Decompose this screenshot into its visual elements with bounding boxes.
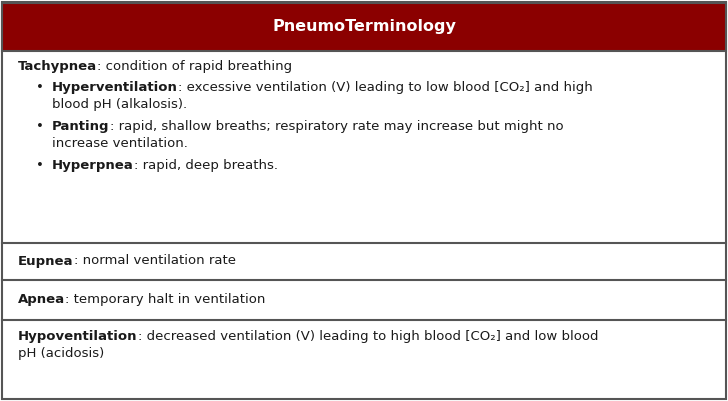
Text: : normal ventilation rate: : normal ventilation rate (74, 255, 235, 267)
Text: •: • (36, 81, 44, 94)
Text: PneumoTerminology: PneumoTerminology (272, 18, 456, 34)
Text: Eupnea: Eupnea (18, 255, 74, 267)
Text: Hyperventilation: Hyperventilation (52, 81, 178, 94)
Text: Hyperpnea: Hyperpnea (52, 159, 134, 172)
Text: •: • (36, 120, 44, 133)
Text: : excessive ventilation (V) leading to low blood [CO₂] and high: : excessive ventilation (V) leading to l… (178, 81, 593, 94)
Text: increase ventilation.: increase ventilation. (52, 137, 188, 150)
Text: : rapid, shallow breaths; respiratory rate may increase but might no: : rapid, shallow breaths; respiratory ra… (109, 120, 563, 133)
Text: blood pH (alkalosis).: blood pH (alkalosis). (52, 98, 187, 111)
Text: : condition of rapid breathing: : condition of rapid breathing (97, 60, 292, 73)
Text: Hypoventilation: Hypoventilation (18, 330, 138, 343)
Text: Panting: Panting (52, 120, 109, 133)
Text: Apnea: Apnea (18, 293, 65, 306)
Text: pH (acidosis): pH (acidosis) (18, 347, 104, 360)
Text: Tachypnea: Tachypnea (18, 60, 97, 73)
Text: : temporary halt in ventilation: : temporary halt in ventilation (65, 293, 266, 306)
Bar (2, 3, 726, 51)
Text: •: • (36, 159, 44, 172)
Text: : rapid, deep breaths.: : rapid, deep breaths. (134, 159, 278, 172)
Text: : decreased ventilation (V) leading to high blood [CO₂] and low blood: : decreased ventilation (V) leading to h… (138, 330, 598, 343)
